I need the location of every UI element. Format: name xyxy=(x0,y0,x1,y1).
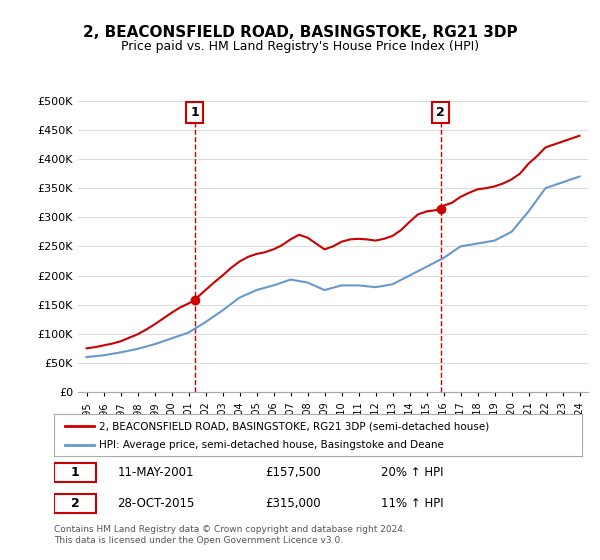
Text: 1: 1 xyxy=(71,466,79,479)
Text: 2, BEACONSFIELD ROAD, BASINGSTOKE, RG21 3DP: 2, BEACONSFIELD ROAD, BASINGSTOKE, RG21 … xyxy=(83,25,517,40)
Text: 11-MAY-2001: 11-MAY-2001 xyxy=(118,466,194,479)
Text: 2: 2 xyxy=(436,106,445,119)
Text: 1: 1 xyxy=(190,106,199,119)
Text: 11% ↑ HPI: 11% ↑ HPI xyxy=(382,497,444,510)
Text: 2, BEACONSFIELD ROAD, BASINGSTOKE, RG21 3DP (semi-detached house): 2, BEACONSFIELD ROAD, BASINGSTOKE, RG21 … xyxy=(99,421,489,431)
Text: £315,000: £315,000 xyxy=(265,497,321,510)
Text: 2: 2 xyxy=(71,497,79,510)
Text: 20% ↑ HPI: 20% ↑ HPI xyxy=(382,466,444,479)
Text: Contains HM Land Registry data © Crown copyright and database right 2024.
This d: Contains HM Land Registry data © Crown c… xyxy=(54,525,406,545)
FancyBboxPatch shape xyxy=(54,463,96,482)
Text: HPI: Average price, semi-detached house, Basingstoke and Deane: HPI: Average price, semi-detached house,… xyxy=(99,440,444,450)
FancyBboxPatch shape xyxy=(54,494,96,513)
Text: 28-OCT-2015: 28-OCT-2015 xyxy=(118,497,195,510)
Text: £157,500: £157,500 xyxy=(265,466,321,479)
Text: Price paid vs. HM Land Registry's House Price Index (HPI): Price paid vs. HM Land Registry's House … xyxy=(121,40,479,53)
